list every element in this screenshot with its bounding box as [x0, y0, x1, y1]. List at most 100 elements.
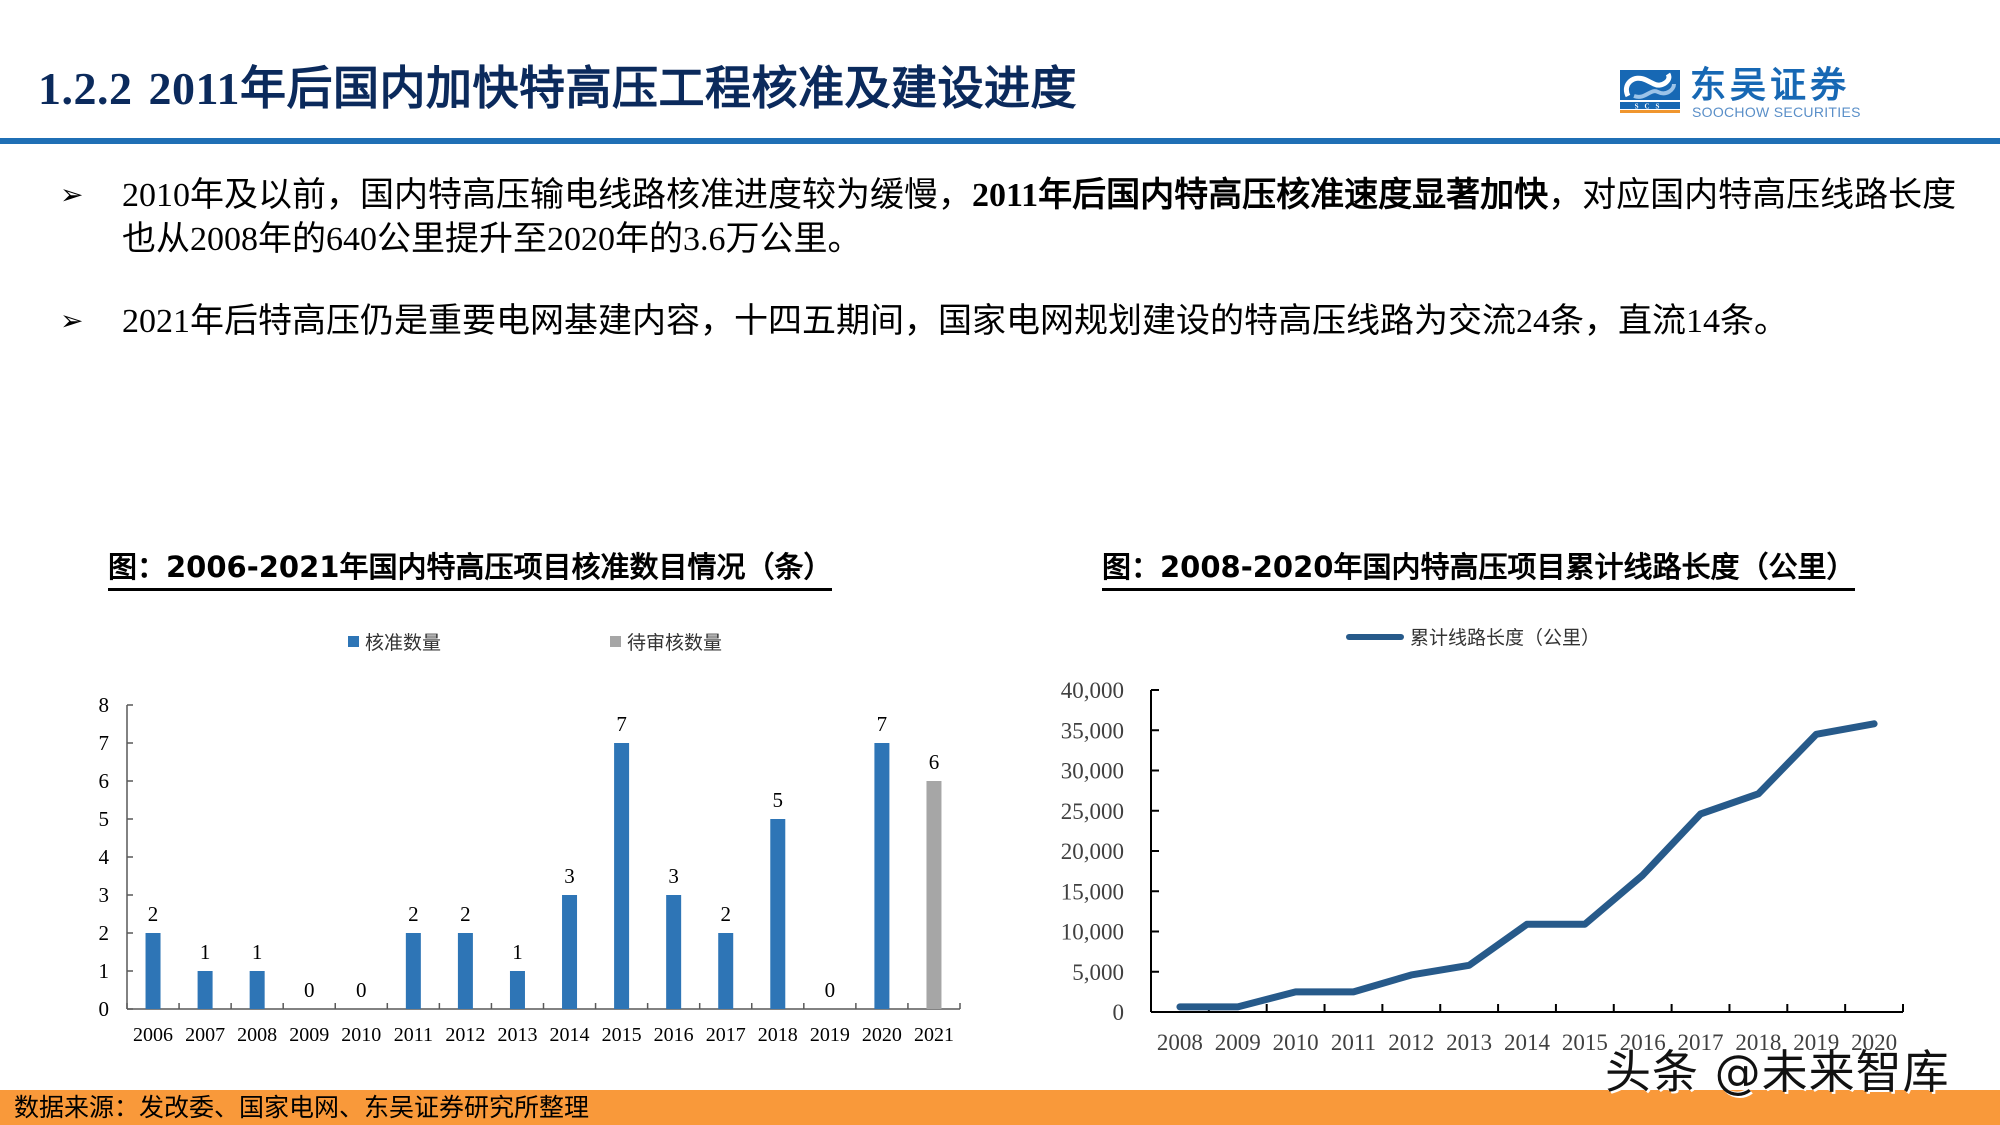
- x-tick-label: 2015: [602, 1024, 642, 1046]
- x-tick-label: 2020: [1851, 1030, 1897, 1055]
- bullet-2-text-pre: 2021年后特高压仍是重要电网基建内容，十四五期间，国家电网规划建设的特高压线路…: [122, 303, 1788, 340]
- logo-english-name: SOOCHOW SECURITIES: [1692, 104, 1861, 120]
- legend-label-pending: 待审核数量: [627, 632, 723, 654]
- bar: [874, 743, 890, 1009]
- x-tick-label: 2009: [289, 1024, 329, 1046]
- y-tick-label: 15,000: [1061, 879, 1124, 904]
- x-tick-label: 2016: [654, 1024, 694, 1046]
- section-title: 2011年后国内加快特高压工程核准及建设进度: [148, 63, 1077, 114]
- legend-line-swatch: [1346, 633, 1404, 640]
- x-tick-label: 2013: [1446, 1030, 1492, 1055]
- header-divider: [0, 138, 2000, 144]
- x-tick-label: 2019: [1793, 1030, 1839, 1055]
- company-logo: SCS 东吴证券 SOOCHOW SECURITIES: [1620, 65, 1900, 120]
- data-label: 6: [929, 750, 940, 774]
- line-chart-title: 图：2008-2020年国内特高压项目累计线路长度（公里）: [1102, 544, 1856, 591]
- legend-swatch-gray: [610, 636, 621, 647]
- section-number: 1.2.2: [38, 63, 133, 114]
- x-tick-label: 2017: [706, 1024, 746, 1046]
- legend-label-approved: 核准数量: [365, 632, 442, 654]
- bar: [197, 971, 213, 1009]
- bar: [509, 971, 525, 1009]
- y-tick-label: 5: [99, 807, 110, 831]
- data-label: 0: [825, 978, 836, 1002]
- bar-chart-legend-pending: 待审核数量: [610, 628, 722, 655]
- x-tick-label: 2007: [185, 1024, 225, 1046]
- data-source: 数据来源：发改委、国家电网、东吴证券研究所整理: [14, 1093, 590, 1122]
- legend-swatch-blue: [348, 636, 359, 647]
- y-tick-label: 2: [99, 921, 110, 945]
- bar: [718, 933, 734, 1009]
- bar: [145, 933, 161, 1009]
- y-tick-label: 25,000: [1061, 799, 1124, 824]
- x-tick-label: 2016: [1620, 1030, 1666, 1055]
- data-label: 3: [668, 864, 679, 888]
- bar: [405, 933, 421, 1009]
- bar: [457, 933, 473, 1009]
- bullet-1-text-bold: 2011年后国内特高压核准速度显著加快: [972, 177, 1549, 214]
- bar: [614, 743, 630, 1009]
- footer-bar: [0, 1090, 2000, 1125]
- bar: [926, 781, 942, 1009]
- data-label: 0: [356, 978, 367, 1002]
- x-tick-label: 2017: [1678, 1030, 1724, 1055]
- x-tick-label: 2018: [758, 1024, 798, 1046]
- bar: [770, 819, 786, 1009]
- x-tick-label: 2008: [1157, 1030, 1203, 1055]
- data-label: 1: [200, 940, 211, 964]
- x-tick-label: 2014: [1504, 1030, 1551, 1055]
- x-tick-label: 2009: [1215, 1030, 1261, 1055]
- data-label: 1: [512, 940, 523, 964]
- data-label: 1: [252, 940, 263, 964]
- y-tick-label: 8: [99, 693, 110, 717]
- y-tick-label: 10,000: [1061, 920, 1124, 945]
- line-chart-legend: 累计线路长度（公里）: [1346, 623, 1600, 650]
- bar: [666, 895, 682, 1009]
- logo-chinese-name: 东吴证券: [1690, 65, 1851, 106]
- bullet-1-text: 2010年及以前，国内特高压输电线路核准进度较为缓慢，2011年后国内特高压核准…: [122, 174, 1982, 262]
- arrow-bullet-icon: ➢: [60, 180, 84, 211]
- data-label: 2: [460, 902, 471, 926]
- y-tick-label: 40,000: [1061, 678, 1124, 703]
- y-tick-label: 6: [99, 769, 110, 793]
- x-tick-label: 2006: [133, 1024, 173, 1046]
- line-series: [1176, 720, 1878, 1011]
- x-tick-label: 2012: [445, 1024, 485, 1046]
- x-tick-label: 2012: [1388, 1030, 1434, 1055]
- y-tick-label: 7: [99, 731, 110, 755]
- arrow-bullet-icon: ➢: [60, 306, 84, 337]
- bullet-2-text: 2021年后特高压仍是重要电网基建内容，十四五期间，国家电网规划建设的特高压线路…: [122, 300, 1982, 344]
- bullet-1-text-pre: 2010年及以前，国内特高压输电线路核准进度较为缓慢，: [122, 177, 972, 214]
- x-tick-label: 2015: [1562, 1030, 1608, 1055]
- legend-label-length: 累计线路长度（公里）: [1410, 627, 1601, 649]
- y-tick-label: 0: [99, 997, 110, 1021]
- y-tick-label: 4: [99, 845, 110, 869]
- x-tick-label: 2010: [341, 1024, 381, 1046]
- data-label: 5: [773, 788, 784, 812]
- x-tick-label: 2019: [810, 1024, 850, 1046]
- y-tick-label: 30,000: [1061, 759, 1124, 784]
- y-tick-label: 20,000: [1061, 839, 1124, 864]
- x-tick-label: 2008: [237, 1024, 277, 1046]
- data-label: 7: [877, 712, 888, 736]
- data-label: 3: [564, 864, 575, 888]
- scs-logo-icon: SCS: [1620, 70, 1680, 113]
- bullet-1-text-post: ，对应国内特高压线路长度也从2008年的640公里提升至2020年的3.6万公里…: [122, 177, 1957, 258]
- watermark: 头条 @未来智库: [1605, 1045, 1950, 1099]
- bar-chart-legend-approved: 核准数量: [348, 628, 441, 655]
- x-tick-label: 2014: [550, 1024, 590, 1046]
- y-tick-label: 35,000: [1061, 718, 1124, 743]
- page-title: 1.2.2 2011年后国内加快特高压工程核准及建设进度: [38, 52, 1077, 118]
- data-label: 2: [408, 902, 419, 926]
- x-tick-label: 2010: [1273, 1030, 1319, 1055]
- data-label: 2: [720, 902, 731, 926]
- y-tick-label: 3: [99, 883, 110, 907]
- x-tick-label: 2011: [394, 1024, 433, 1046]
- data-label: 0: [304, 978, 315, 1002]
- bar-chart-title: 图：2006-2021年国内特高压项目核准数目情况（条）: [108, 544, 833, 591]
- y-tick-label: 0: [1113, 1000, 1125, 1025]
- x-tick-label: 2018: [1735, 1030, 1781, 1055]
- x-tick-label: 2011: [1331, 1030, 1376, 1055]
- data-label: 7: [616, 712, 627, 736]
